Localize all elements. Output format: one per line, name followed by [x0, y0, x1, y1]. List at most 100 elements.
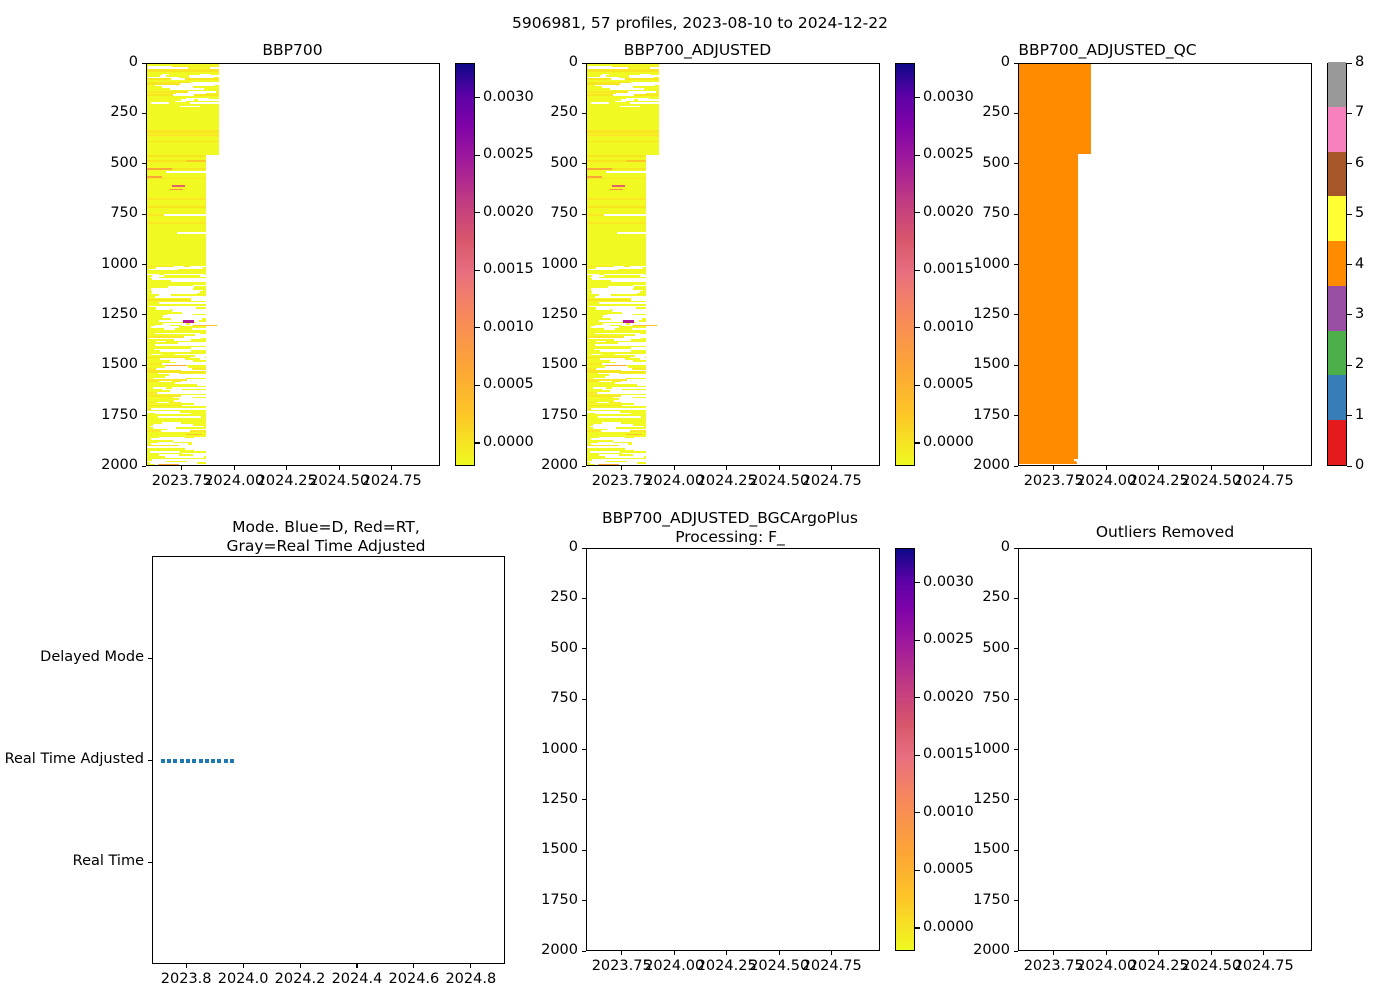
- panel-bbp700-adjusted-data-row: [587, 211, 647, 213]
- panel-qc-qc-row: [1019, 334, 1079, 337]
- panel-bbp700-adjusted-data-row: [587, 140, 660, 143]
- panel-qc-qc-row: [1019, 78, 1092, 81]
- panel-bbp700-data-row: [147, 182, 207, 185]
- panel-mode-data-point[interactable]: [192, 759, 197, 763]
- panel-bbp700-adjusted-data-gap: [620, 83, 652, 85]
- panel-bbp700-adjusted-data-row: [587, 432, 647, 434]
- panel-mode-axes[interactable]: [152, 556, 505, 964]
- panel-mode-data-point[interactable]: [217, 759, 222, 763]
- panel-bbp700-colorbar[interactable]: [455, 63, 475, 466]
- panel-bbp700-data-row: [147, 460, 207, 463]
- panel-bbp700-data-gap: [159, 454, 180, 457]
- qc-colorbar-segment-6[interactable]: [1328, 151, 1346, 197]
- panel-bbp700-adjusted-data-gap: [639, 73, 652, 76]
- panel-bbp700-data-row: [147, 128, 220, 130]
- panel-bbp700-data-row: [147, 236, 207, 239]
- panel-bgcargoplus-ytick-label: 1750: [541, 891, 578, 908]
- panel-bbp700-data-row: [147, 246, 207, 249]
- panel-mode-data-point[interactable]: [167, 759, 172, 763]
- qc-colorbar-segment-4[interactable]: [1328, 241, 1346, 286]
- panel-bgcargoplus-ytick-label: 1000: [541, 740, 578, 757]
- panel-bbp700-data-row: [147, 64, 220, 66]
- panel-bbp700-adjusted-data-row: [587, 406, 647, 409]
- panel-bgcargoplus-xtick-label: 2024.75: [801, 958, 862, 974]
- panel-mode-data-point[interactable]: [204, 759, 209, 763]
- panel-qc-qc-row: [1019, 409, 1079, 412]
- panel-bbp700-adjusted-data-gap: [595, 332, 625, 335]
- panel-bbp700-adjusted-data-row: [587, 70, 660, 73]
- panel-bbp700-ytick-label: 1000: [101, 255, 138, 272]
- panel-bbp700-data-row: [147, 104, 220, 106]
- panel-bbp700-colorbar-tick-label: 0.0020: [483, 203, 534, 220]
- panel-mode-data-point[interactable]: [198, 759, 203, 763]
- panel-outliers-removed-ytick-label: 0: [1000, 539, 1010, 555]
- qc-colorbar-segment-8[interactable]: [1328, 62, 1346, 107]
- panel-qc-qc-row: [1019, 460, 1077, 463]
- panel-bbp700-adjusted-data-gap: [617, 171, 647, 173]
- panel-mode-data-point[interactable]: [223, 759, 228, 763]
- panel-bbp700-adjusted-qc-axes[interactable]: [1018, 63, 1312, 466]
- panel-bbp700-adjusted-data-speckle: [633, 324, 657, 327]
- panel-mode-data-point[interactable]: [229, 759, 234, 763]
- panel-mode-data-point[interactable]: [179, 759, 184, 763]
- panel-mode-data-point[interactable]: [173, 759, 178, 763]
- qc-colorbar-segment-2[interactable]: [1328, 330, 1346, 376]
- qc-colorbar-segment-5[interactable]: [1328, 196, 1346, 242]
- panel-bbp700-adjusted-data-row: [587, 169, 647, 172]
- panel-qc-xtick: [1263, 466, 1265, 470]
- panel-bbp700-adjusted-data-row: [587, 224, 647, 226]
- panel-qc-ytick: [1014, 264, 1018, 266]
- panel-bbp700-data-gap: [179, 444, 207, 447]
- panel-bbp700-adjusted-data-highspike: [623, 319, 634, 323]
- panel-qc-qc-row: [1019, 140, 1092, 143]
- panel-bbp700-adjusted-data-row: [587, 203, 647, 205]
- panel-bbp700-adjusted-data-gap: [608, 67, 629, 69]
- panel-qc-qc-row: [1019, 145, 1092, 148]
- panel-qc-qc-row: [1019, 435, 1079, 437]
- panel-bbp700-data-gap: [162, 73, 170, 76]
- panel-bbp700-adjusted-axes[interactable]: [586, 63, 880, 466]
- panel-qc-ytick: [1014, 62, 1018, 64]
- panel-bbp700-adjusted-data-row: [587, 254, 647, 257]
- panel-bbp700-data-row: [147, 144, 220, 146]
- panel-bbp700-adjusted-data-gap: [614, 265, 625, 268]
- panel-qc-colorbar[interactable]: [1327, 62, 1347, 466]
- panel-bbp700-adjusted-data-gap: [619, 444, 647, 447]
- qc-colorbar-segment-3[interactable]: [1328, 285, 1346, 331]
- panel-bbp700-adjusted-colorbar-tick: [915, 97, 920, 99]
- panel-qc-ytick: [1014, 112, 1018, 114]
- qc-colorbar-segment-0[interactable]: [1328, 420, 1346, 465]
- panel-bgcargoplus-colorbar[interactable]: [895, 548, 915, 951]
- panel-bbp700-adjusted-data-gap: [632, 464, 647, 465]
- panel-bbp700-adjusted-data-row: [587, 452, 647, 455]
- panel-qc-qc-row: [1019, 448, 1079, 450]
- panel-bbp700-data-row: [147, 174, 207, 177]
- panel-bbp700-adjusted-data-row: [587, 144, 660, 146]
- panel-qc-qc-row: [1019, 96, 1092, 98]
- panel-bbp700-axes[interactable]: [146, 63, 440, 466]
- panel-qc-xtick: [1105, 466, 1107, 470]
- panel-outliers-removed-axes[interactable]: [1018, 548, 1312, 951]
- panel-bbp700-adjusted-data-row: [587, 297, 647, 300]
- panel-bbp700-adjusted-data-gap: [637, 297, 647, 300]
- panel-bgcargoplus-axes[interactable]: [586, 548, 880, 951]
- panel-bbp700-data-gap: [192, 328, 207, 330]
- qc-colorbar-segment-7[interactable]: [1328, 106, 1346, 152]
- panel-bbp700-adjusted-ytick: [582, 314, 586, 316]
- panel-bbp700-data-row: [147, 153, 220, 156]
- panel-mode-data-point[interactable]: [160, 759, 165, 763]
- panel-bbp700-data-gap: [200, 275, 207, 277]
- panel-bbp700-ytick-label: 250: [110, 104, 138, 121]
- panel-bbp700-data-row: [147, 68, 220, 71]
- panel-bbp700-adjusted-data-row: [587, 148, 660, 151]
- panel-qc-qc-row: [1019, 329, 1079, 332]
- panel-bbp700-data-row: [147, 299, 207, 301]
- qc-colorbar-segment-1[interactable]: [1328, 375, 1346, 421]
- panel-bbp700-adjusted-colorbar[interactable]: [895, 63, 915, 466]
- panel-bbp700-data-row: [147, 409, 207, 412]
- panel-bbp700-data-row: [147, 281, 207, 284]
- panel-mode-data-point[interactable]: [186, 759, 190, 763]
- panel-bbp700-adjusted-data-row: [587, 128, 660, 130]
- panel-mode-data-point[interactable]: [211, 759, 216, 763]
- panel-mode-xtick-label: 2024.4: [331, 971, 383, 987]
